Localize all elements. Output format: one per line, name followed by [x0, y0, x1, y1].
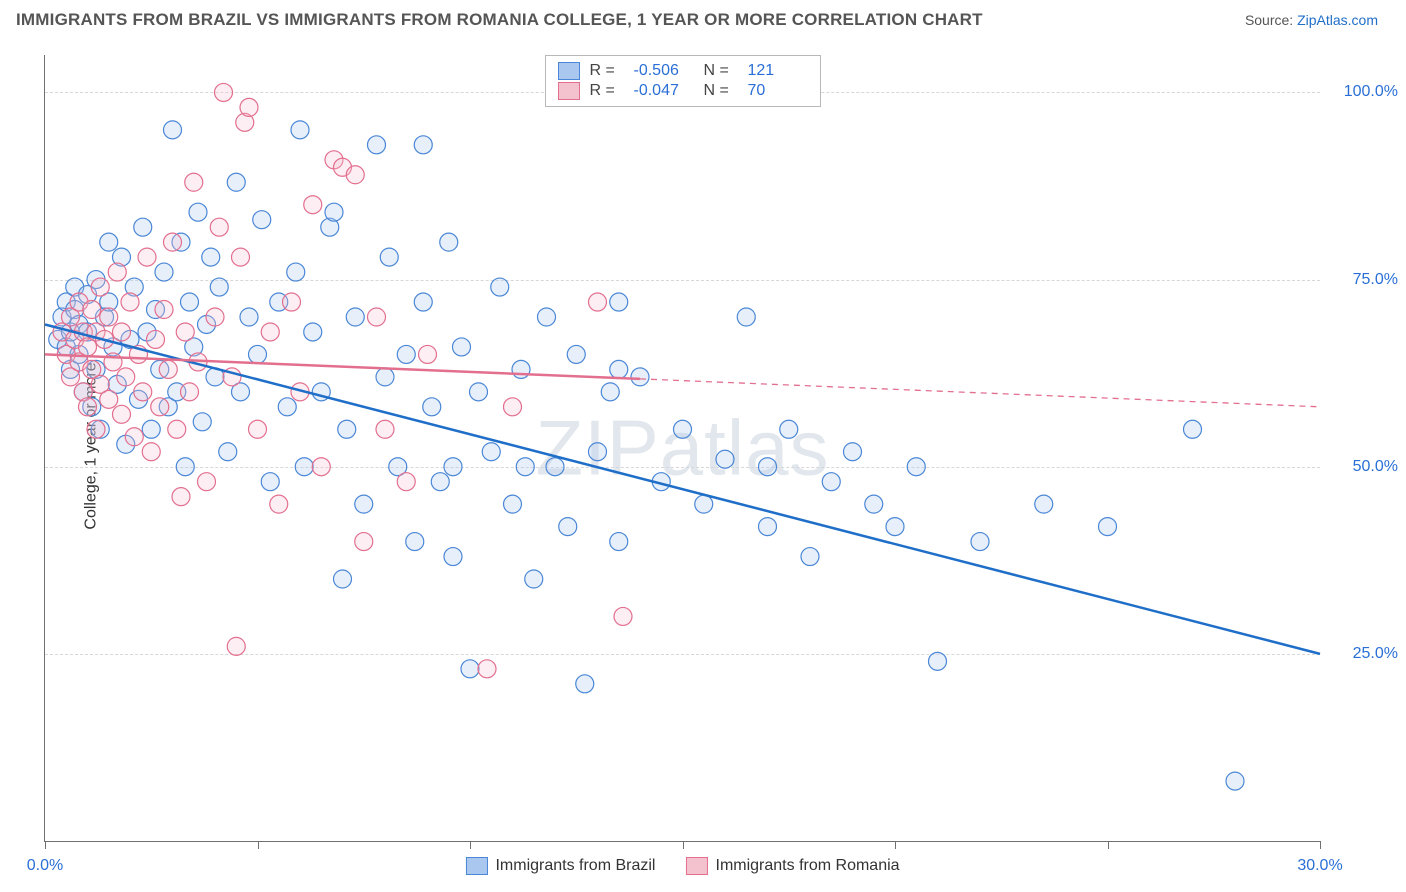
y-tick-label: 75.0% — [1353, 271, 1398, 289]
series-swatch — [558, 62, 580, 80]
series-swatch — [558, 82, 580, 100]
series-name: Immigrants from Romania — [715, 857, 899, 875]
trend-line-dashed — [640, 379, 1320, 407]
source-prefix: Source: — [1245, 12, 1297, 28]
series-legend: Immigrants from Brazil Immigrants from Ro… — [451, 857, 913, 875]
series-swatch — [685, 857, 707, 875]
series-name: Immigrants from Brazil — [495, 857, 655, 875]
source-link[interactable]: ZipAtlas.com — [1297, 12, 1378, 28]
x-tick — [258, 841, 259, 849]
correlation-legend: R = -0.506 N = 121 R = -0.047 N = 70 — [545, 55, 821, 107]
x-tick — [683, 841, 684, 849]
n-label: N = — [704, 82, 738, 100]
n-label: N = — [704, 62, 738, 80]
series-swatch — [465, 857, 487, 875]
trend-line-solid — [45, 354, 640, 378]
legend-item: Immigrants from Romania — [685, 857, 899, 875]
x-tick — [1108, 841, 1109, 849]
chart-title: IMMIGRANTS FROM BRAZIL VS IMMIGRANTS FRO… — [16, 10, 983, 30]
legend-row: R = -0.506 N = 121 — [558, 62, 808, 80]
y-tick-label: 25.0% — [1353, 645, 1398, 663]
y-tick-label: 50.0% — [1353, 458, 1398, 476]
r-label: R = — [590, 82, 624, 100]
x-tick-label: 30.0% — [1297, 857, 1342, 875]
x-tick — [895, 841, 896, 849]
x-tick — [45, 841, 46, 849]
x-tick — [470, 841, 471, 849]
trend-line-solid — [45, 324, 1320, 653]
r-value: -0.047 — [634, 82, 694, 100]
trend-lines — [45, 55, 1320, 841]
legend-row: R = -0.047 N = 70 — [558, 82, 808, 100]
chart-plot-area: ZIPatlas 25.0%50.0%75.0%100.0% 0.0%30.0%… — [44, 55, 1320, 842]
n-value: 70 — [748, 82, 808, 100]
x-tick-label: 0.0% — [27, 857, 63, 875]
r-value: -0.506 — [634, 62, 694, 80]
r-label: R = — [590, 62, 624, 80]
y-tick-label: 100.0% — [1344, 83, 1398, 101]
source-text: Source: ZipAtlas.com — [1245, 12, 1378, 28]
legend-item: Immigrants from Brazil — [465, 857, 655, 875]
n-value: 121 — [748, 62, 808, 80]
x-tick — [1320, 841, 1321, 849]
